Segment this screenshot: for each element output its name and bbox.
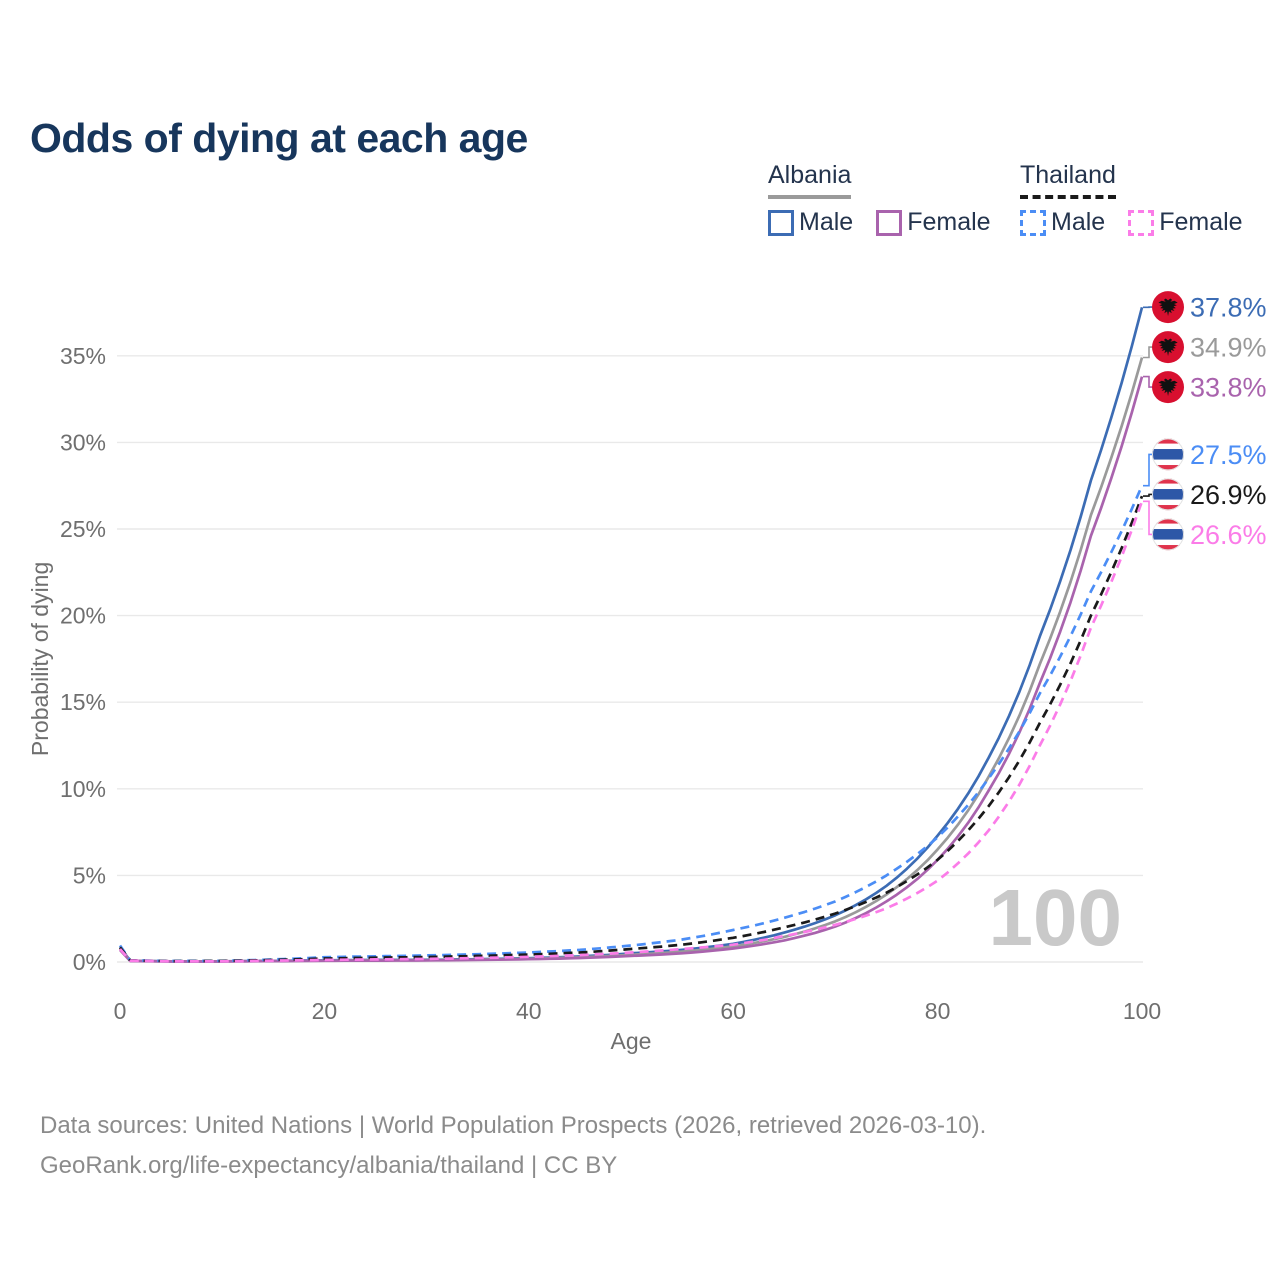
legend-item-albania-female[interactable]: Female xyxy=(876,208,991,237)
y-tick-label: 10% xyxy=(60,776,106,802)
legend-item-thailand-female[interactable]: Female xyxy=(1128,208,1243,237)
end-label-albania-all: 34.9% xyxy=(1190,333,1267,363)
y-tick-label: 30% xyxy=(60,429,106,455)
albania-flag-icon xyxy=(1152,331,1184,364)
end-label-thailand-female: 26.6% xyxy=(1190,520,1267,550)
thailand-stripe xyxy=(1152,539,1184,546)
legend-label-albania-male: Male xyxy=(799,208,854,236)
albania-male-line-swatch-icon xyxy=(768,209,794,236)
thailand-stripe xyxy=(1152,505,1184,511)
legend-country-albania: Albania xyxy=(768,161,852,199)
legend-row-albania: Male Female xyxy=(768,208,991,237)
y-tick-label: 20% xyxy=(60,603,106,629)
thailand-stripe xyxy=(1152,489,1184,500)
albania-flag-circle xyxy=(1152,371,1184,404)
thailand-stripe xyxy=(1152,438,1184,444)
series-line-albania-male xyxy=(118,306,1144,963)
thailand-stripe xyxy=(1152,545,1184,551)
end-label-connector xyxy=(1143,493,1154,497)
y-tick-label: 15% xyxy=(60,689,106,715)
y-tick-label: 25% xyxy=(60,516,106,542)
legend-country-thailand: Thailand xyxy=(1020,161,1116,199)
thailand-stripe xyxy=(1152,478,1184,484)
footer: Data sources: United Nations | World Pop… xyxy=(40,1106,986,1187)
thailand-male-line-swatch-icon xyxy=(1020,209,1046,236)
footer-data-sources: Data sources: United Nations | World Pop… xyxy=(40,1112,987,1139)
thailand-stripe xyxy=(1152,499,1184,506)
y-tick-label: 0% xyxy=(73,949,106,975)
thailand-flag-icon xyxy=(1152,518,1184,551)
thailand-female-line-swatch-icon xyxy=(1128,209,1155,236)
legend-item-albania-male[interactable]: Male xyxy=(768,208,853,237)
series-line-thailand-male xyxy=(118,485,1144,963)
series-line-albania-all xyxy=(118,357,1144,963)
thailand-flag-icon xyxy=(1152,438,1184,471)
x-axis-title: Age xyxy=(611,1028,652,1054)
legend-row-thailand: Male Female xyxy=(1020,208,1243,237)
end-label-albania-male: 37.8% xyxy=(1190,293,1267,323)
legend-item-thailand-male[interactable]: Male xyxy=(1020,208,1105,237)
thailand-stripe xyxy=(1152,449,1184,460)
end-label-connector xyxy=(1143,346,1154,359)
y-tick-label: 35% xyxy=(60,343,106,369)
x-tick-label: 20 xyxy=(312,998,338,1024)
legend-label-thailand-male: Male xyxy=(1051,208,1106,236)
albania-flag-circle xyxy=(1152,291,1184,324)
thailand-stripe xyxy=(1152,529,1184,540)
age-watermark: 100 xyxy=(989,873,1122,962)
thailand-stripe xyxy=(1152,518,1184,524)
y-axis-title: Probability of dying xyxy=(27,562,53,756)
albania-flag-circle xyxy=(1152,331,1184,364)
thailand-flag-ring xyxy=(1152,478,1184,511)
thailand-flag-ring xyxy=(1152,438,1184,471)
x-tick-label: 0 xyxy=(114,998,127,1024)
x-tick-label: 100 xyxy=(1123,998,1161,1024)
series-line-thailand-all xyxy=(118,495,1144,963)
thailand-flag-icon xyxy=(1152,478,1184,511)
albania-eagle-icon xyxy=(1158,378,1178,396)
albania-flag-icon xyxy=(1152,371,1184,404)
albania-female-line-swatch-icon xyxy=(876,209,903,236)
x-tick-label: 80 xyxy=(925,998,951,1024)
end-label-connector xyxy=(1143,453,1154,487)
thailand-flag-ring xyxy=(1152,518,1184,551)
end-label-thailand-male: 27.5% xyxy=(1190,440,1267,470)
series-line-albania-female xyxy=(119,376,1144,963)
x-tick-label: 40 xyxy=(516,998,542,1024)
thailand-stripe xyxy=(1152,483,1184,490)
end-label-albania-female: 33.8% xyxy=(1190,373,1267,403)
albania-eagle-icon xyxy=(1158,298,1178,316)
end-label-thailand-all: 26.9% xyxy=(1190,480,1267,510)
end-label-connector xyxy=(1143,375,1154,388)
legend-group-thailand: Thailand Male Female xyxy=(1020,161,1243,237)
y-tick-label: 5% xyxy=(73,862,106,888)
thailand-stripe xyxy=(1152,443,1184,450)
albania-eagle-icon xyxy=(1158,338,1178,356)
series-line-thailand-female xyxy=(118,500,1144,963)
page-title: Odds of dying at each age xyxy=(30,115,528,162)
albania-flag-icon xyxy=(1152,291,1184,324)
thailand-stripe xyxy=(1152,459,1184,466)
thailand-stripe xyxy=(1152,465,1184,471)
end-label-connector xyxy=(1143,500,1154,536)
footer-attribution: GeoRank.org/life-expectancy/albania/thai… xyxy=(40,1152,618,1180)
legend-label-albania-female: Female xyxy=(907,208,991,236)
legend-label-thailand-female: Female xyxy=(1159,208,1243,236)
thailand-stripe xyxy=(1152,523,1184,530)
x-tick-label: 60 xyxy=(720,998,746,1024)
legend-group-albania: Albania Male Female xyxy=(768,161,991,237)
